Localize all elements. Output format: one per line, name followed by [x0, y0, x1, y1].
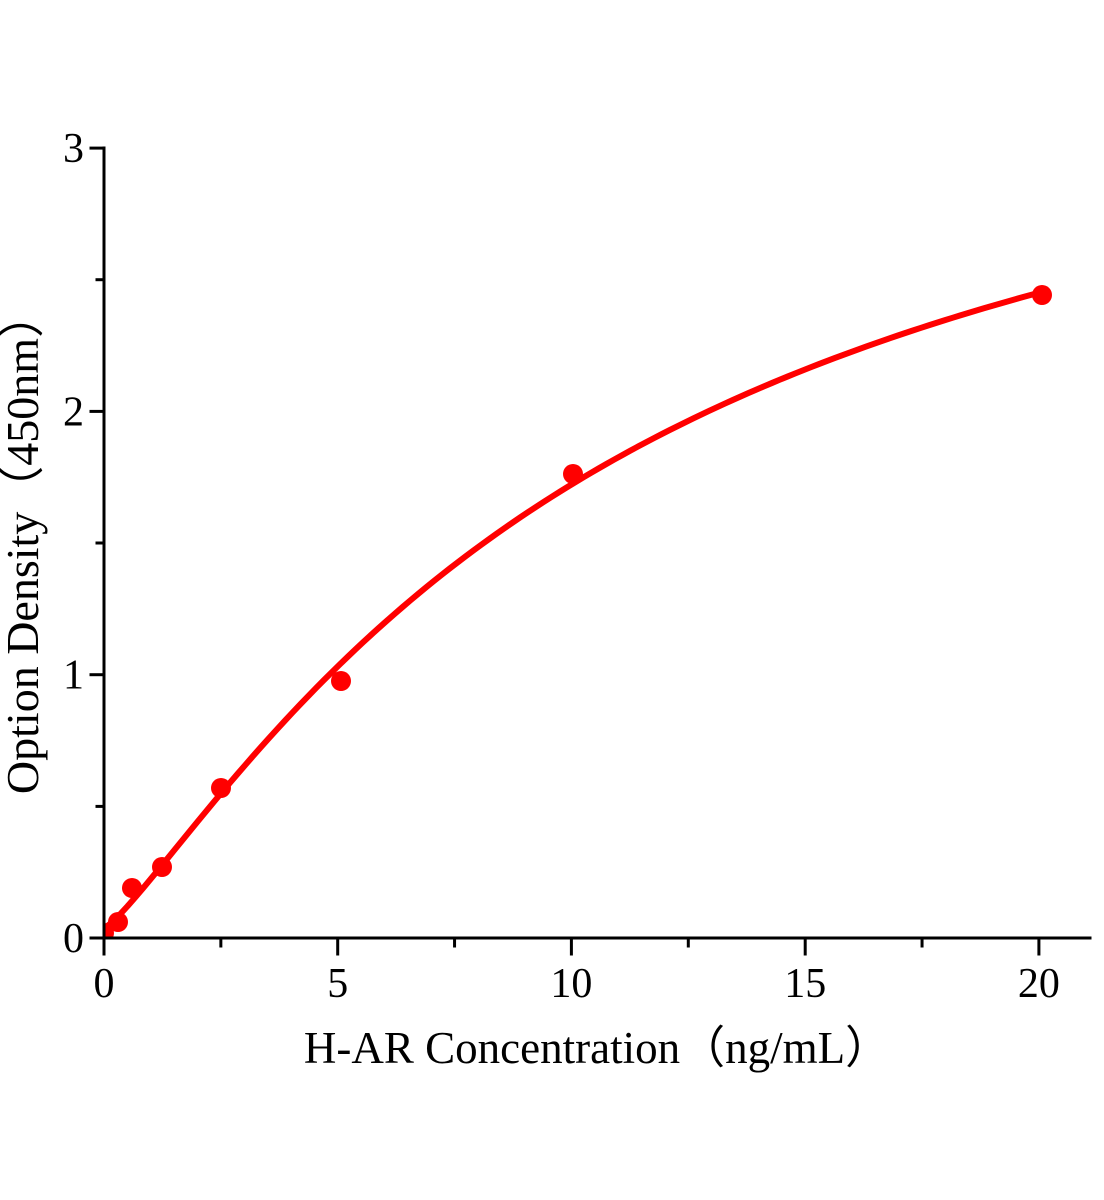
svg-text:15: 15 — [784, 961, 826, 1007]
svg-text:H-AR Concentration（ng/mL）: H-AR Concentration（ng/mL） — [304, 1023, 890, 1073]
svg-text:0: 0 — [94, 961, 115, 1007]
svg-text:3: 3 — [63, 126, 84, 172]
svg-text:0: 0 — [63, 916, 84, 962]
svg-text:20: 20 — [1018, 961, 1060, 1007]
svg-text:10: 10 — [550, 961, 592, 1007]
svg-text:2: 2 — [63, 389, 84, 435]
svg-text:5: 5 — [327, 961, 348, 1007]
svg-text:1: 1 — [63, 653, 84, 699]
svg-text:Option Density（450nm）: Option Density（450nm） — [0, 292, 48, 794]
